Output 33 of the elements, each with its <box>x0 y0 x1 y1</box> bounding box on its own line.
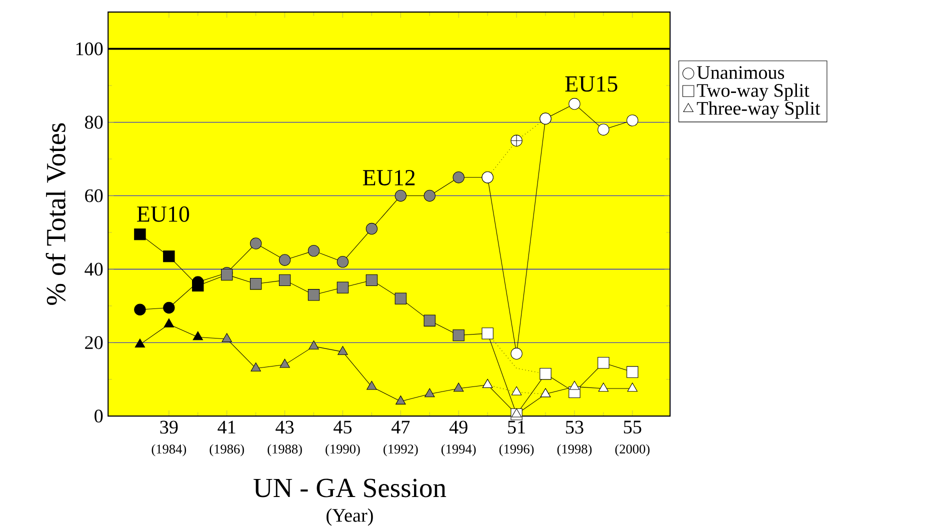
annotation: EU10 <box>137 206 190 222</box>
x2-tick-label: (2000) <box>615 444 650 456</box>
x2-tick-label: (1998) <box>557 444 592 456</box>
x-tick-label: 53 <box>566 420 584 434</box>
text: (Year) <box>326 508 373 526</box>
x-tick-label: 51 <box>508 420 525 434</box>
x2-tick-label: (1994) <box>441 444 476 456</box>
x-tick-label: 43 <box>276 420 294 434</box>
y-tick-label: 100 <box>76 42 103 56</box>
y-axis-title: % of Total Votes <box>46 123 66 305</box>
y-tick-label: 0 <box>94 410 103 423</box>
y-tick-label: 80 <box>85 116 103 129</box>
x2-tick-label: (1986) <box>210 444 244 456</box>
annotation: EU12 <box>362 170 415 186</box>
annotation: EU15 <box>565 76 618 92</box>
legend-label: Three-way Split <box>696 101 820 119</box>
x2-tick-label: (1990) <box>326 444 360 456</box>
x-tick-label: 55 <box>624 420 642 434</box>
legend-label: Two-way Split <box>696 83 810 101</box>
x-tick-label: 47 <box>391 420 410 434</box>
x2-tick-label: (1984) <box>152 444 186 456</box>
legend-label: Unanimous <box>696 66 784 79</box>
x-tick-label: 45 <box>334 420 352 434</box>
y-tick-label: 40 <box>84 262 103 276</box>
x-axis-title: UN - GA Session <box>254 478 446 498</box>
x2-tick-label: (1988) <box>268 444 302 456</box>
y-tick-label: 20 <box>85 336 103 350</box>
x-tick-label: 41 <box>218 420 236 434</box>
x2-tick-label: (1992) <box>384 444 418 456</box>
x-tick-label: 39 <box>160 420 178 434</box>
x-tick-label: 49 <box>449 420 468 434</box>
y-tick-label: 60 <box>85 189 103 202</box>
x2-tick-label: (1996) <box>499 444 534 456</box>
